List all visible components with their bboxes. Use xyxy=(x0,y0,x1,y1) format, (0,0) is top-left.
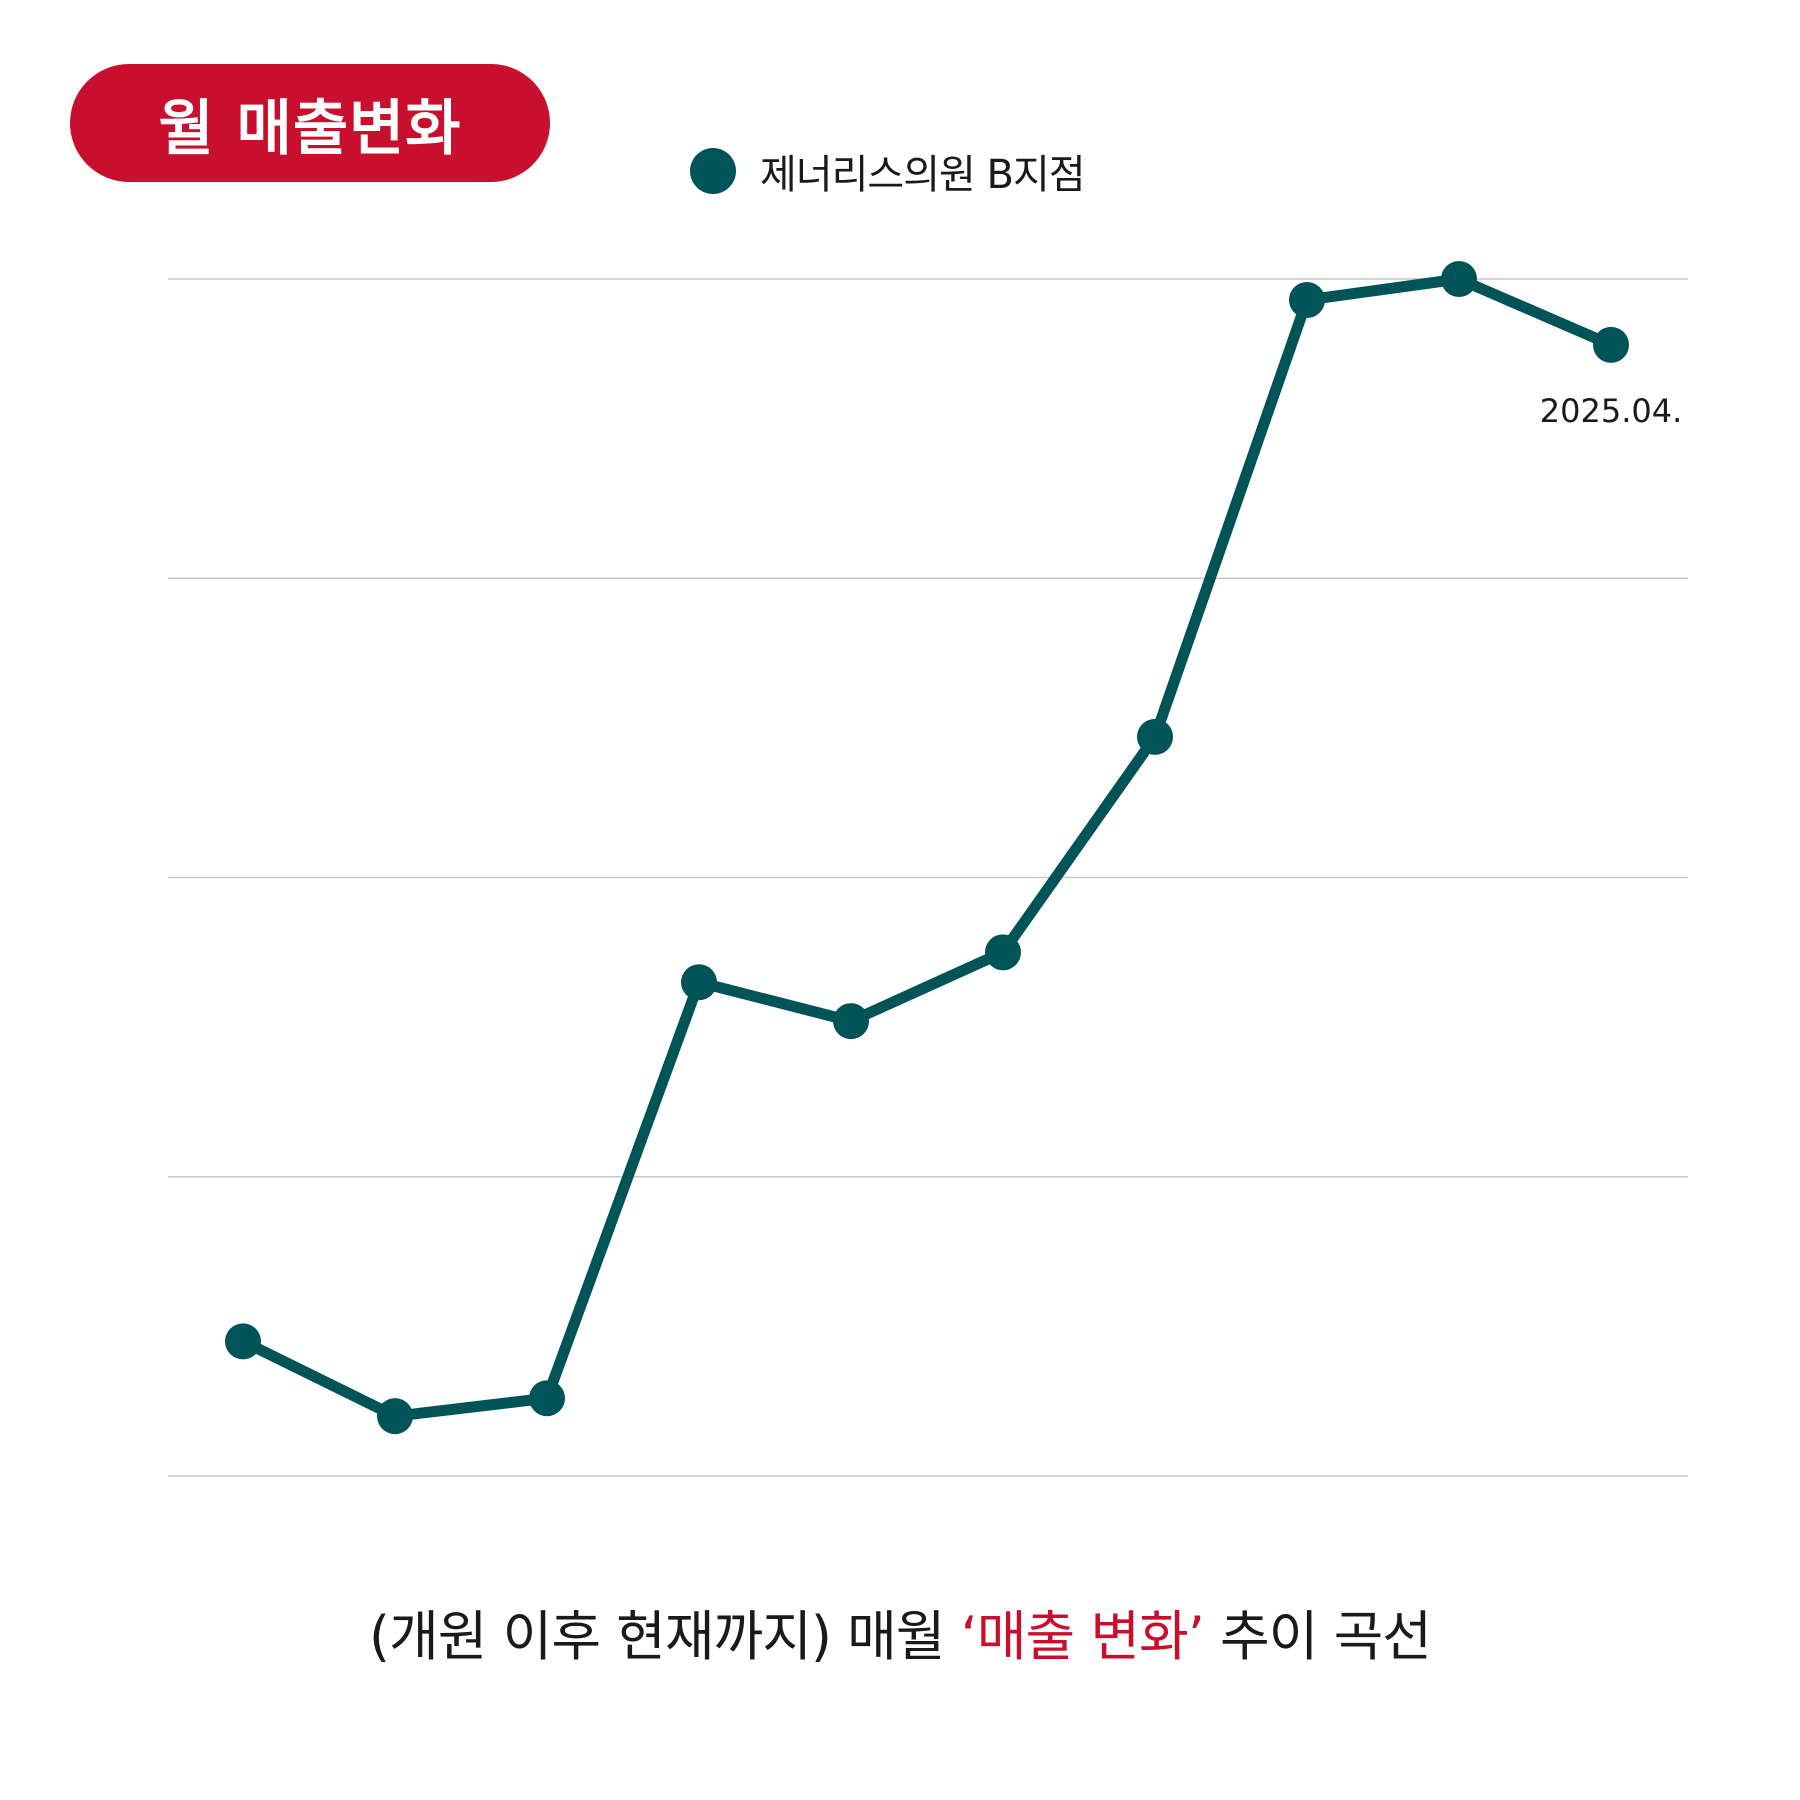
series-line xyxy=(237,273,1617,1422)
data-label: 2025.04. xyxy=(1540,392,1683,430)
data-point xyxy=(985,934,1021,971)
chart-title-badge: 월 매출변화 xyxy=(70,64,550,182)
caption-text-before: (개원 이후 현재까지) 매월 xyxy=(369,1605,961,1668)
legend: 제너리스의원 B지점 xyxy=(690,142,1086,200)
caption-highlight: ‘매출 변화’ xyxy=(960,1605,1205,1668)
data-points xyxy=(225,261,1629,1435)
data-point xyxy=(377,1398,413,1435)
data-point xyxy=(1137,718,1173,755)
data-point xyxy=(1441,261,1477,297)
data-labels: 2025.04. xyxy=(1540,392,1683,430)
caption-text-after: 추이 곡선 xyxy=(1203,1605,1432,1668)
series-line-group xyxy=(237,273,1617,1422)
data-point xyxy=(833,1003,869,1040)
data-point xyxy=(1289,281,1325,318)
data-point xyxy=(1593,326,1629,363)
grid-lines xyxy=(168,278,1688,1477)
legend-marker xyxy=(690,148,736,194)
data-point xyxy=(681,964,717,1001)
chart-caption: (개원 이후 현재까지) 매월 ‘매출 변화’ 추이 곡선 xyxy=(0,1592,1800,1671)
legend-label: 제너리스의원 B지점 xyxy=(760,152,1086,198)
data-point xyxy=(225,1323,261,1360)
data-point xyxy=(529,1380,565,1417)
